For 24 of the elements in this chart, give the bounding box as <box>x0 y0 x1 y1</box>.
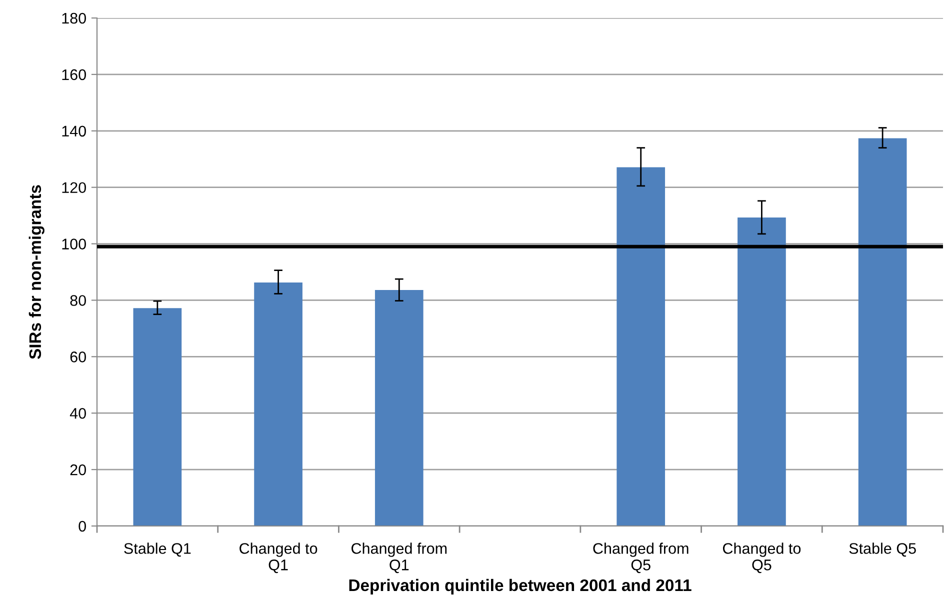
bar <box>374 290 424 526</box>
y-tick-label: 60 <box>70 352 86 362</box>
x-tick-label: Changed to Q5 <box>722 542 801 574</box>
bar <box>616 167 666 526</box>
x-tick-label: Stable Q1 <box>124 542 191 557</box>
x-tick-label: Changed from Q5 <box>593 542 688 574</box>
y-tick-label: 120 <box>62 182 86 194</box>
y-tick-label: 140 <box>62 126 86 137</box>
y-tick-label: 40 <box>70 408 86 419</box>
bar <box>738 218 786 526</box>
bar <box>254 282 302 526</box>
y-tick-label: 0 <box>78 520 86 532</box>
x-axis-title: Deprivation quintile between 2001 and 2011 <box>349 578 692 594</box>
bar <box>133 308 182 526</box>
y-axis-title: SIRs for non-migrants <box>28 185 44 360</box>
bar <box>858 138 907 526</box>
y-tick-label: 100 <box>62 238 86 250</box>
x-tick-label: Changed to Q1 <box>240 542 318 574</box>
y-tick-label: 160 <box>62 69 86 80</box>
y-tick-label: 20 <box>70 464 86 476</box>
y-tick-label: 180 <box>62 12 86 24</box>
x-tick-label: Stable Q5 <box>849 542 916 557</box>
y-tick-label: 80 <box>70 295 86 306</box>
x-tick-label: Changed from Q1 <box>352 542 447 574</box>
